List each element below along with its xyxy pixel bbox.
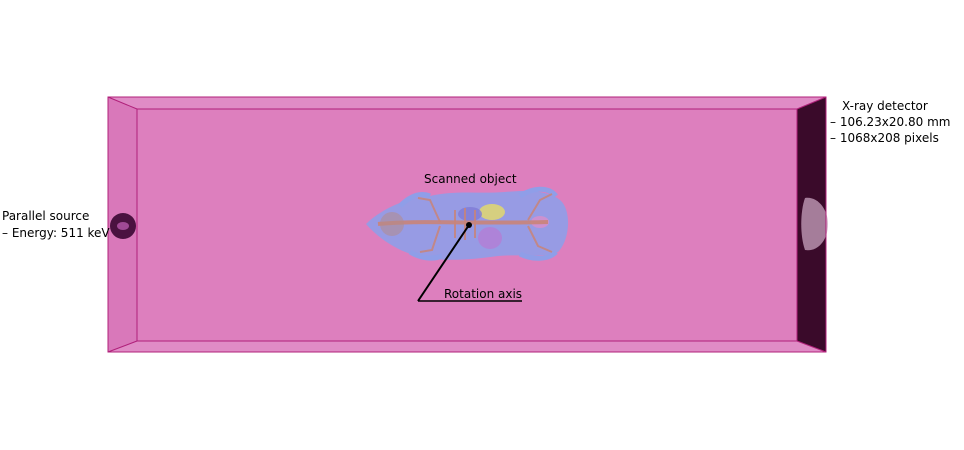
scene-box xyxy=(107,96,828,353)
source-title: Parallel source xyxy=(2,209,89,223)
detector-pixels: – 1068x208 pixels xyxy=(830,131,939,145)
scanned-object-label: Scanned object xyxy=(424,172,517,186)
source-energy: – Energy: 511 keV xyxy=(2,226,110,240)
box-top-wall xyxy=(108,97,826,109)
detector-title: X-ray detector xyxy=(842,99,928,113)
rotation-axis-label: Rotation axis xyxy=(444,287,522,301)
box-edges xyxy=(107,96,827,353)
rotation-axis-marker xyxy=(417,222,522,302)
box-bottom-wall xyxy=(108,341,826,352)
detector-size: – 106.23x20.80 mm xyxy=(830,115,950,129)
source-icon xyxy=(110,213,136,239)
detector-image xyxy=(801,197,828,251)
